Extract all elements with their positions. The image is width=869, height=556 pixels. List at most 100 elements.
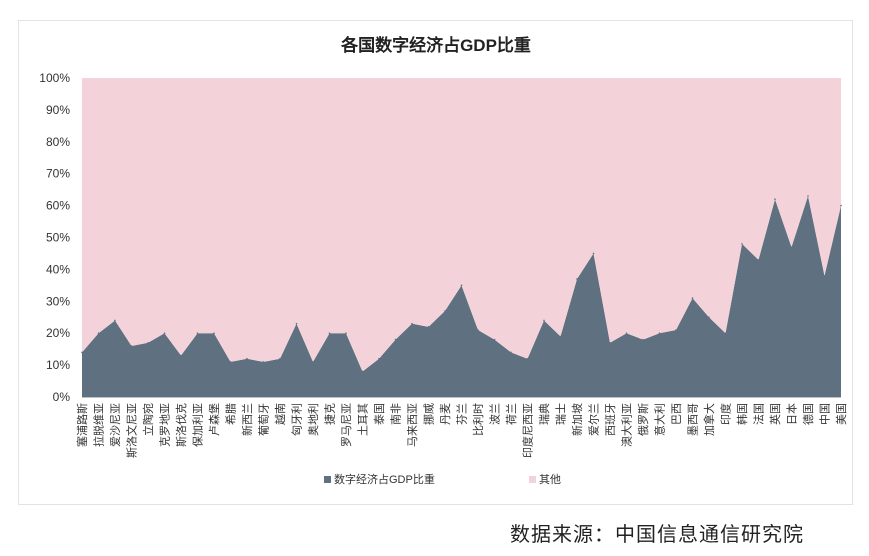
- data-point: [295, 322, 298, 325]
- data-point: [81, 351, 83, 354]
- x-tick-label: 克罗地亚: [158, 403, 171, 447]
- x-tick-label: 新加坡: [570, 403, 584, 436]
- x-tick-label: 爱沙尼亚: [109, 403, 122, 447]
- x-tick-label: 塞浦路斯: [75, 403, 89, 447]
- x-tick-label: 马来西亚: [406, 403, 419, 447]
- data-point: [163, 332, 166, 335]
- data-point: [378, 357, 380, 360]
- x-tick-label: 新西兰: [240, 403, 254, 436]
- chart-title: 各国数字经济占GDP比重: [340, 35, 531, 55]
- x-tick-label: 葡萄牙: [257, 403, 270, 436]
- y-tick-label: 90%: [46, 103, 70, 117]
- area-series-1: [82, 78, 841, 372]
- data-point: [444, 310, 446, 312]
- data-point: [97, 332, 100, 335]
- legend: 数字经济占GDP比重 其他: [324, 472, 561, 486]
- x-tick-label: 加拿大: [702, 403, 716, 436]
- x-tick-label: 斯洛文尼亚: [124, 403, 138, 458]
- x-tick-label: 保加利亚: [190, 403, 204, 447]
- legend-label: 数字经济占GDP比重: [334, 472, 435, 486]
- data-point: [460, 284, 463, 287]
- data-point: [543, 319, 545, 322]
- x-tick-label: 巴西: [671, 403, 683, 425]
- data-point: [229, 361, 232, 363]
- x-tick-label: 丹麦: [439, 403, 452, 425]
- x-tick-label: 越南: [273, 403, 287, 425]
- x-tick-label: 澳大利亚: [619, 403, 633, 447]
- x-tick-label: 日本: [784, 403, 798, 425]
- data-point: [196, 332, 199, 335]
- chart-card: 各国数字经济占GDP比重 0% 10% 20% 30% 40% 50% 60% 70% 80% 9…: [18, 20, 853, 505]
- data-point: [625, 332, 628, 335]
- x-tick-label: 美国: [835, 403, 848, 425]
- y-tick-label: 40%: [46, 262, 70, 276]
- y-tick-label: 60%: [46, 199, 70, 213]
- data-point: [691, 297, 694, 299]
- data-point: [559, 335, 562, 338]
- x-tick-label: 印度尼西亚: [520, 403, 534, 458]
- data-point: [840, 204, 842, 207]
- data-point: [642, 338, 644, 341]
- y-tick-label: 50%: [46, 231, 70, 245]
- y-tick-label: 20%: [46, 326, 70, 340]
- x-tick-label: 卢森堡: [207, 403, 221, 436]
- data-point: [510, 351, 512, 354]
- x-tick-label: 希腊: [223, 403, 237, 425]
- x-tick-label: 瑞士: [553, 403, 567, 425]
- data-point: [345, 332, 347, 335]
- data-point: [328, 332, 331, 335]
- data-point: [411, 322, 413, 325]
- chart-svg: 各国数字经济占GDP比重 0% 10% 20% 30% 40% 50% 60% 70% 80% 9…: [39, 35, 848, 486]
- x-axis: 塞浦路斯 拉脱维亚 爱沙尼亚 斯洛文尼亚 立陶宛 克罗地亚 斯洛伐克 保加利亚 卢森堡 希腊 新西兰…: [75, 397, 848, 458]
- x-tick-label: 斯洛伐克: [174, 403, 188, 447]
- data-point: [757, 259, 760, 261]
- x-tick-label: 匈牙利: [289, 403, 303, 436]
- data-point: [708, 316, 710, 319]
- x-tick-label: 印度: [718, 403, 732, 425]
- y-tick-label: 80%: [46, 135, 70, 149]
- x-tick-label: 南非: [389, 403, 402, 425]
- x-tick-label: 奥地利: [306, 403, 320, 436]
- data-point: [130, 345, 133, 347]
- x-tick-label: 芬兰: [455, 403, 468, 425]
- x-tick-label: 俄罗斯: [637, 403, 650, 436]
- data-point: [675, 329, 677, 331]
- x-tick-label: 英国: [768, 403, 782, 425]
- x-tick-label: 罗马尼亚: [340, 403, 353, 447]
- data-point: [741, 243, 743, 245]
- x-tick-label: 捷克: [322, 403, 336, 425]
- data-point: [592, 252, 595, 255]
- y-tick-label: 100%: [39, 71, 70, 85]
- data-point: [724, 332, 727, 335]
- legend-swatch: [324, 476, 331, 483]
- x-tick-label: 土耳其: [356, 403, 369, 436]
- data-point: [477, 329, 479, 331]
- data-point: [180, 354, 182, 357]
- data-point: [526, 357, 529, 360]
- source-caption: 数据来源：中国信息通信研究院: [510, 522, 804, 546]
- data-point: [576, 278, 578, 280]
- x-tick-label: 西班牙: [604, 403, 617, 436]
- x-tick-label: 挪威: [421, 403, 435, 425]
- plot-area: [81, 78, 842, 397]
- data-point: [394, 338, 397, 341]
- x-tick-label: 泰国: [372, 403, 386, 425]
- legend-label: 其他: [539, 473, 561, 486]
- legend-swatch: [529, 476, 536, 483]
- y-tick-label: 10%: [46, 358, 70, 372]
- x-tick-label: 瑞典: [537, 403, 551, 425]
- x-tick-label: 荷兰: [505, 403, 518, 425]
- data-point: [312, 361, 314, 363]
- data-point: [279, 357, 281, 360]
- x-tick-label: 中国: [818, 403, 831, 425]
- y-tick-label: 30%: [46, 294, 70, 308]
- data-point: [790, 246, 793, 248]
- x-tick-label: 法国: [751, 403, 765, 425]
- data-point: [246, 357, 248, 360]
- y-tick-label: 70%: [46, 167, 70, 181]
- y-axis: 0% 10% 20% 30% 40% 50% 60% 70% 80% 90% 100%: [39, 71, 70, 404]
- data-point: [114, 319, 116, 322]
- area-series-0: [82, 196, 841, 397]
- x-tick-label: 墨西哥: [686, 403, 699, 436]
- data-point: [427, 326, 430, 328]
